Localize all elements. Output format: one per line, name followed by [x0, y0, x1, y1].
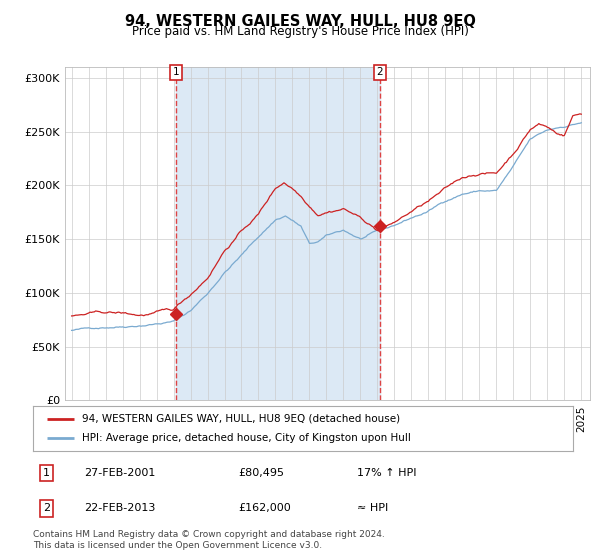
Bar — [176, 67, 380, 400]
Text: £80,495: £80,495 — [238, 468, 284, 478]
Text: 27-FEB-2001: 27-FEB-2001 — [84, 468, 155, 478]
Text: 2: 2 — [377, 67, 383, 77]
Text: 1: 1 — [43, 468, 50, 478]
Text: Contains HM Land Registry data © Crown copyright and database right 2024.
This d: Contains HM Land Registry data © Crown c… — [33, 530, 385, 550]
Text: 1: 1 — [173, 67, 179, 77]
Text: £162,000: £162,000 — [238, 503, 291, 514]
Text: 2: 2 — [43, 503, 50, 514]
Text: Price paid vs. HM Land Registry's House Price Index (HPI): Price paid vs. HM Land Registry's House … — [131, 25, 469, 38]
Text: 94, WESTERN GAILES WAY, HULL, HU8 9EQ (detached house): 94, WESTERN GAILES WAY, HULL, HU8 9EQ (d… — [82, 413, 400, 423]
Text: 94, WESTERN GAILES WAY, HULL, HU8 9EQ: 94, WESTERN GAILES WAY, HULL, HU8 9EQ — [125, 14, 475, 29]
Text: HPI: Average price, detached house, City of Kingston upon Hull: HPI: Average price, detached house, City… — [82, 433, 410, 444]
Text: ≈ HPI: ≈ HPI — [357, 503, 388, 514]
Text: 22-FEB-2013: 22-FEB-2013 — [84, 503, 155, 514]
Text: 17% ↑ HPI: 17% ↑ HPI — [357, 468, 416, 478]
